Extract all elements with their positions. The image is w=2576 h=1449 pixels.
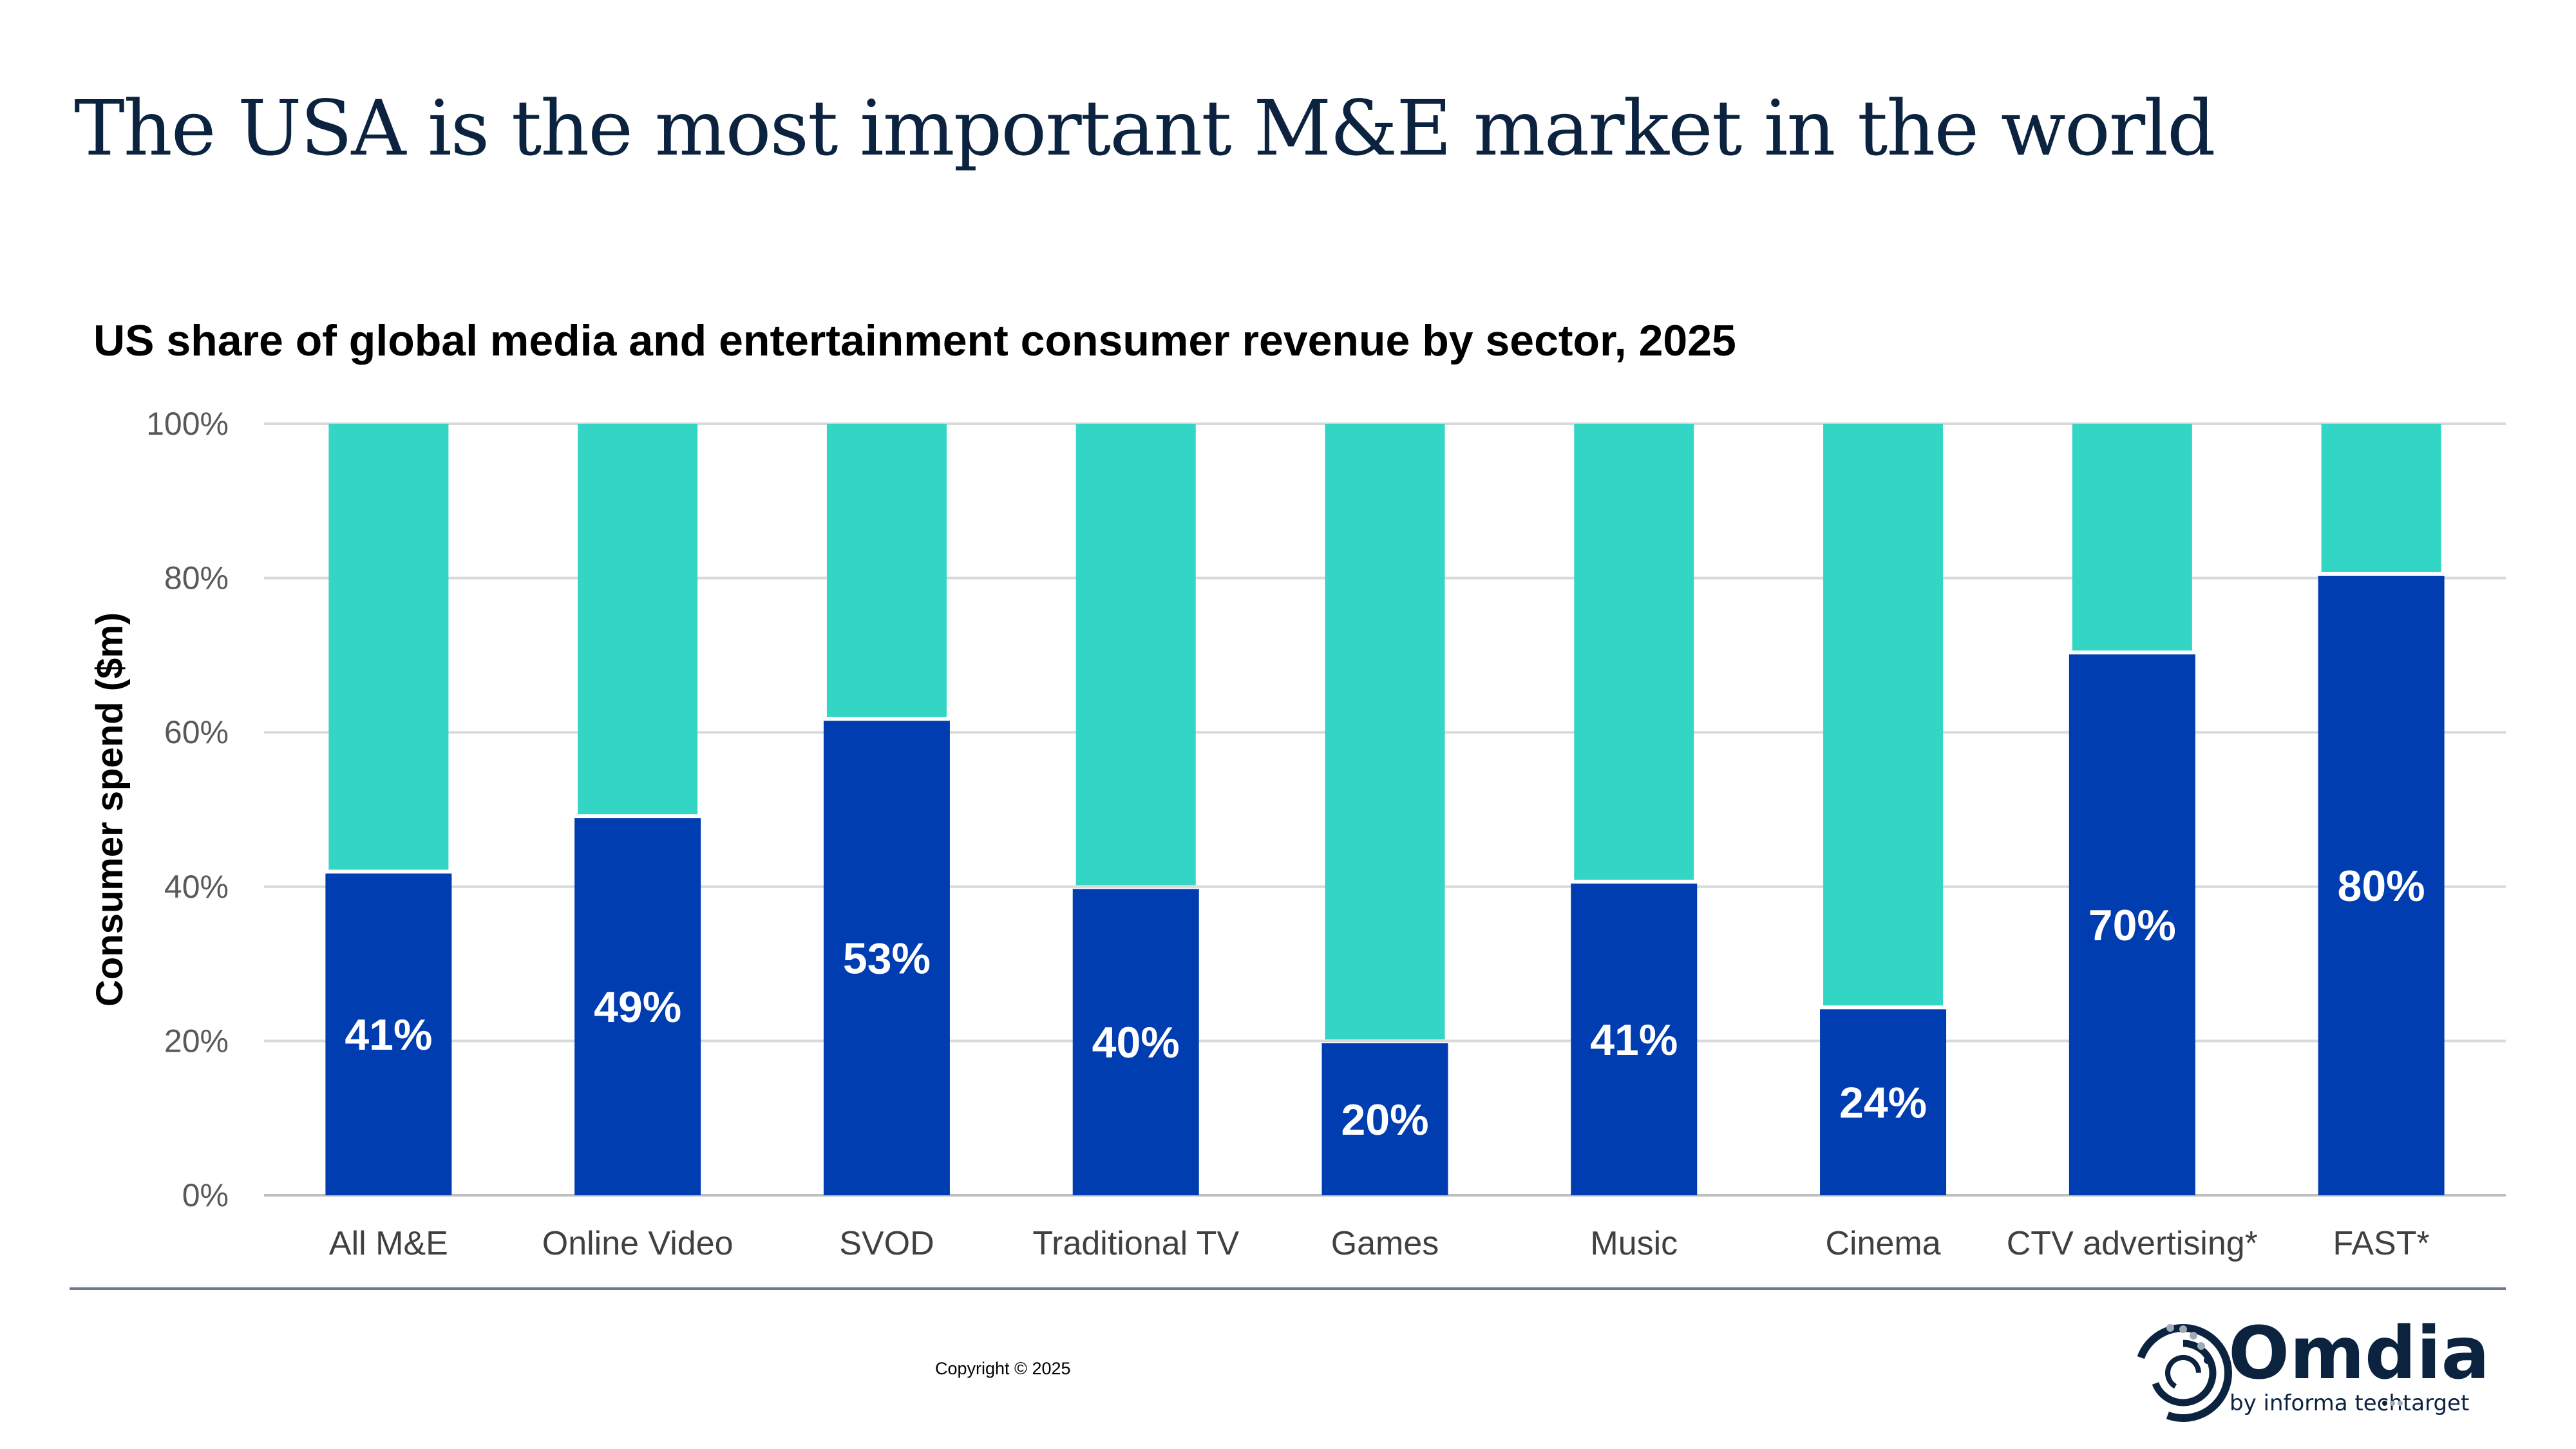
x-tick-label: Games [1331, 1225, 1439, 1262]
bar-us-share [1820, 1009, 1947, 1195]
x-tick-label: FAST* [2333, 1225, 2429, 1262]
data-label: 70% [2088, 901, 2176, 950]
x-tick-label: Online Video [542, 1225, 734, 1262]
bar-rest-of-world [1325, 424, 1445, 1039]
x-tick-label: CTV advertising* [2007, 1225, 2258, 1262]
y-tick-label: 60% [164, 714, 229, 750]
bar-us-share [1571, 884, 1698, 1195]
logo-subtext: by informa techtarget [2230, 1390, 2469, 1416]
y-tick-label: 80% [164, 560, 229, 596]
bar-rest-of-world [578, 424, 698, 815]
bar-rest-of-world [1574, 424, 1694, 880]
omdia-logo-icon: Omdia by informa techtarget [2134, 1312, 2490, 1422]
bar-us-share [2069, 654, 2195, 1195]
x-tick-label: SVOD [839, 1225, 934, 1262]
bar-us-share [2318, 576, 2445, 1195]
footer-divider [70, 1287, 2506, 1290]
y-tick-label: 20% [164, 1023, 229, 1059]
copyright: Copyright © 2025 [935, 1359, 1071, 1378]
data-label: 40% [1092, 1018, 1180, 1067]
data-label: 41% [1590, 1016, 1678, 1065]
bar-rest-of-world [2321, 424, 2441, 573]
bar-rest-of-world [1823, 424, 1944, 1006]
y-tick-label: 100% [146, 406, 229, 442]
y-tick-label: 0% [182, 1177, 229, 1213]
data-label: 49% [594, 983, 681, 1032]
chart-title: US share of global media and entertainme… [93, 316, 1736, 365]
bar-us-share [823, 721, 950, 1195]
y-axis-label: Consumer spend ($m) [89, 612, 131, 1007]
bar-us-share [1321, 1043, 1448, 1195]
bar-us-share [325, 873, 452, 1195]
x-tick-label: Cinema [1825, 1225, 1940, 1262]
bar-rest-of-world [826, 424, 947, 717]
bar-rest-of-world [2072, 424, 2192, 651]
x-tick-label: All M&E [329, 1225, 448, 1262]
x-tick-label: Traditional TV [1032, 1225, 1239, 1262]
bar-rest-of-world [328, 424, 449, 870]
logo-wordmark: Omdia [2228, 1314, 2490, 1396]
x-tick-label: Music [1590, 1225, 1678, 1262]
data-label: 80% [2338, 862, 2425, 911]
data-label: 53% [843, 934, 931, 983]
bar-us-share [574, 818, 701, 1195]
y-tick-label: 40% [164, 869, 229, 905]
data-label: 24% [1839, 1079, 1927, 1128]
bar-rest-of-world [1075, 424, 1196, 886]
bar-us-share [1072, 889, 1199, 1195]
data-label: 41% [345, 1010, 432, 1059]
omdia-logo: Omdia by informa techtarget [2132, 1312, 2518, 1423]
data-label: 20% [1341, 1095, 1428, 1144]
page-title: The USA is the most important M&E market… [74, 84, 2215, 173]
